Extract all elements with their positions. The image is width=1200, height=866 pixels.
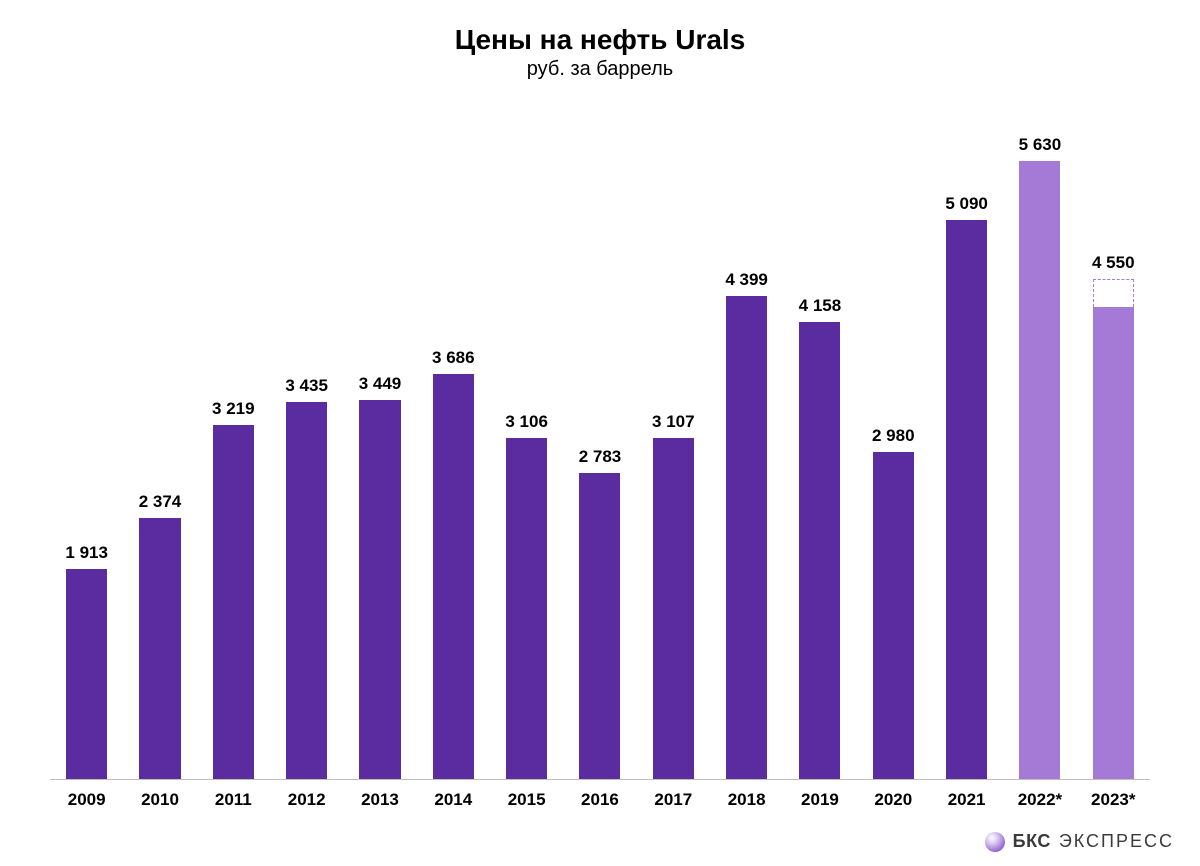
x-axis-label: 2013 — [343, 790, 416, 810]
bar-value-label: 2 980 — [872, 426, 915, 446]
bar-slot: 2 374 — [123, 120, 196, 779]
bar-value-label: 5 630 — [1019, 135, 1062, 155]
x-axis-label: 2020 — [857, 790, 930, 810]
bar-slot: 4 550 — [1077, 120, 1150, 779]
bar-rect — [286, 402, 327, 779]
x-axis-label: 2018 — [710, 790, 783, 810]
x-axis-label: 2012 — [270, 790, 343, 810]
bar-rect — [653, 438, 694, 779]
bar-slot: 3 435 — [270, 120, 343, 779]
bar-value-label: 3 686 — [432, 348, 475, 368]
bar-value-label: 3 449 — [359, 374, 402, 394]
bar-rect — [1019, 161, 1060, 779]
bar-rect — [506, 438, 547, 779]
x-axis: 2009201020112012201320142015201620172018… — [50, 780, 1150, 810]
x-axis-label: 2009 — [50, 790, 123, 810]
bar-value-label: 3 106 — [505, 412, 548, 432]
bar-value-label: 5 090 — [945, 194, 988, 214]
bar-rect — [66, 569, 107, 779]
bar-slot: 3 107 — [637, 120, 710, 779]
bar-slot: 5 090 — [930, 120, 1003, 779]
bar-slot: 2 783 — [563, 120, 636, 779]
bar-slot: 1 913 — [50, 120, 123, 779]
x-axis-label: 2011 — [197, 790, 270, 810]
bar-value-label: 4 399 — [725, 270, 768, 290]
bar-slot: 3 449 — [343, 120, 416, 779]
x-axis-label: 2015 — [490, 790, 563, 810]
branding: БКС ЭКСПРЕСС — [985, 831, 1174, 852]
bar-value-label: 3 435 — [285, 376, 328, 396]
brand-name-light: ЭКСПРЕСС — [1059, 831, 1174, 852]
bar-value-label: 1 913 — [65, 543, 108, 563]
bar-rect — [946, 220, 987, 779]
bar-value-label: 4 158 — [799, 296, 842, 316]
bar-slot: 4 158 — [783, 120, 856, 779]
brand-logo-icon — [985, 832, 1005, 852]
x-axis-label: 2014 — [417, 790, 490, 810]
bar-value-label: 3 219 — [212, 399, 255, 419]
bar-rect — [799, 322, 840, 779]
bar-slot: 2 980 — [857, 120, 930, 779]
x-axis-label: 2017 — [637, 790, 710, 810]
chart-plot-area: 1 913 2 374 3 219 3 435 3 449 3 686 3 106 2 783… — [50, 120, 1150, 780]
bar-slot: 3 219 — [197, 120, 270, 779]
x-axis-label: 2019 — [783, 790, 856, 810]
bar-rect — [1093, 307, 1134, 779]
chart-header: Цены на нефть Urals руб. за баррель — [0, 0, 1200, 81]
bar-rect — [726, 296, 767, 779]
bar-slot: 3 686 — [417, 120, 490, 779]
bar-slot: 4 399 — [710, 120, 783, 779]
brand-name-bold: БКС — [1013, 831, 1051, 852]
bar-value-label: 2 374 — [139, 492, 182, 512]
bar-rect — [139, 518, 180, 779]
bar-slot: 5 630 — [1003, 120, 1076, 779]
bar-forecast-outline — [1093, 279, 1134, 306]
bar-rect — [433, 374, 474, 779]
bar-rect — [213, 425, 254, 779]
x-axis-label: 2023* — [1077, 790, 1150, 810]
chart-subtitle: руб. за баррель — [0, 58, 1200, 81]
x-axis-label: 2010 — [123, 790, 196, 810]
x-axis-label: 2016 — [563, 790, 636, 810]
bar-rect — [873, 452, 914, 779]
x-axis-label: 2022* — [1003, 790, 1076, 810]
bar-slot: 3 106 — [490, 120, 563, 779]
bar-value-label: 2 783 — [579, 447, 622, 467]
x-axis-label: 2021 — [930, 790, 1003, 810]
bars-container: 1 913 2 374 3 219 3 435 3 449 3 686 3 106 2 783… — [50, 120, 1150, 779]
bar-value-label: 3 107 — [652, 412, 695, 432]
bar-rect — [359, 400, 400, 779]
bar-rect — [579, 473, 620, 779]
chart-title: Цены на нефть Urals — [0, 24, 1200, 56]
bar-value-label: 4 550 — [1092, 253, 1135, 273]
